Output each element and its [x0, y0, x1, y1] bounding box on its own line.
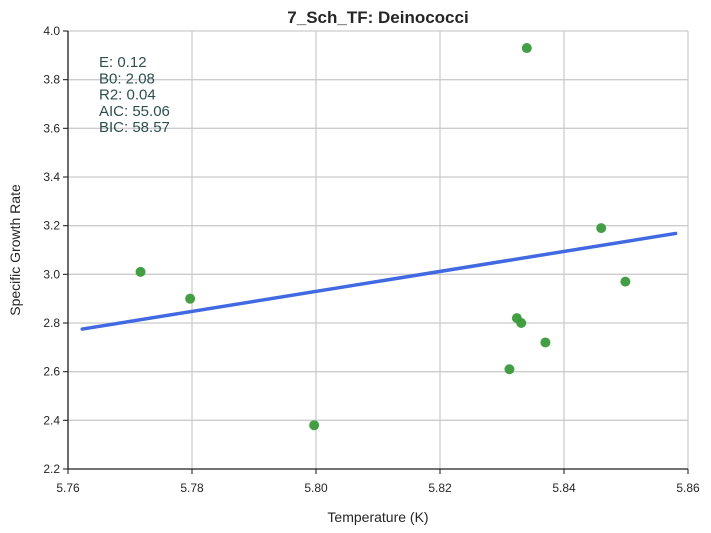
- y-ticks: 2.2 2.4 2.6 2.8 3.0 3.2 3.4 3.6 3.8 4.0: [43, 24, 68, 476]
- data-point: [521, 43, 532, 54]
- x-tick-label: 5.78: [180, 481, 204, 495]
- x-tick-label: 5.82: [428, 481, 452, 495]
- data-point: [620, 276, 631, 287]
- points-layer: [135, 43, 631, 431]
- y-tick-label: 2.6: [43, 365, 60, 379]
- grid: [67, 30, 689, 470]
- data-point: [135, 266, 146, 277]
- annotation-line: BIC: 58.57: [99, 119, 170, 136]
- data-point: [540, 337, 551, 348]
- y-tick-label: 3.6: [43, 121, 60, 135]
- y-tick-label: 3.0: [43, 267, 60, 281]
- data-point: [516, 318, 527, 328]
- data-point: [596, 223, 607, 234]
- x-tick-label: 5.84: [552, 481, 576, 495]
- y-tick-label: 4.0: [43, 24, 60, 38]
- y-axis-label: Specific Growth Rate: [7, 184, 23, 316]
- chart-title: 7_Sch_TF: Deinococci: [287, 8, 468, 27]
- y-tick-label: 2.8: [43, 316, 60, 330]
- y-tick-label: 2.4: [43, 413, 60, 427]
- data-point: [185, 293, 196, 304]
- x-tick-label: 5.80: [304, 481, 328, 495]
- data-point: [504, 364, 515, 375]
- x-tick-label: 5.86: [676, 481, 700, 495]
- annotation-line: E: 0.12: [99, 54, 147, 71]
- annotation-line: B0: 2.08: [99, 70, 155, 87]
- annotation-line: R2: 0.04: [99, 87, 156, 104]
- y-tick-label: 3.2: [43, 219, 60, 233]
- data-point: [309, 420, 320, 431]
- fit-line: [80, 231, 678, 331]
- x-axis-label: Temperature (K): [327, 509, 428, 525]
- x-ticks: 5.76 5.78 5.80 5.82 5.84 5.86: [56, 469, 700, 495]
- axes: [67, 31, 688, 470]
- fit-line-layer: [80, 231, 678, 331]
- annotation-line: AIC: 55.06: [99, 103, 170, 120]
- y-tick-label: 3.8: [43, 73, 60, 87]
- y-tick-label: 2.2: [43, 462, 60, 476]
- x-tick-label: 5.76: [56, 481, 80, 495]
- y-tick-label: 3.4: [43, 170, 60, 184]
